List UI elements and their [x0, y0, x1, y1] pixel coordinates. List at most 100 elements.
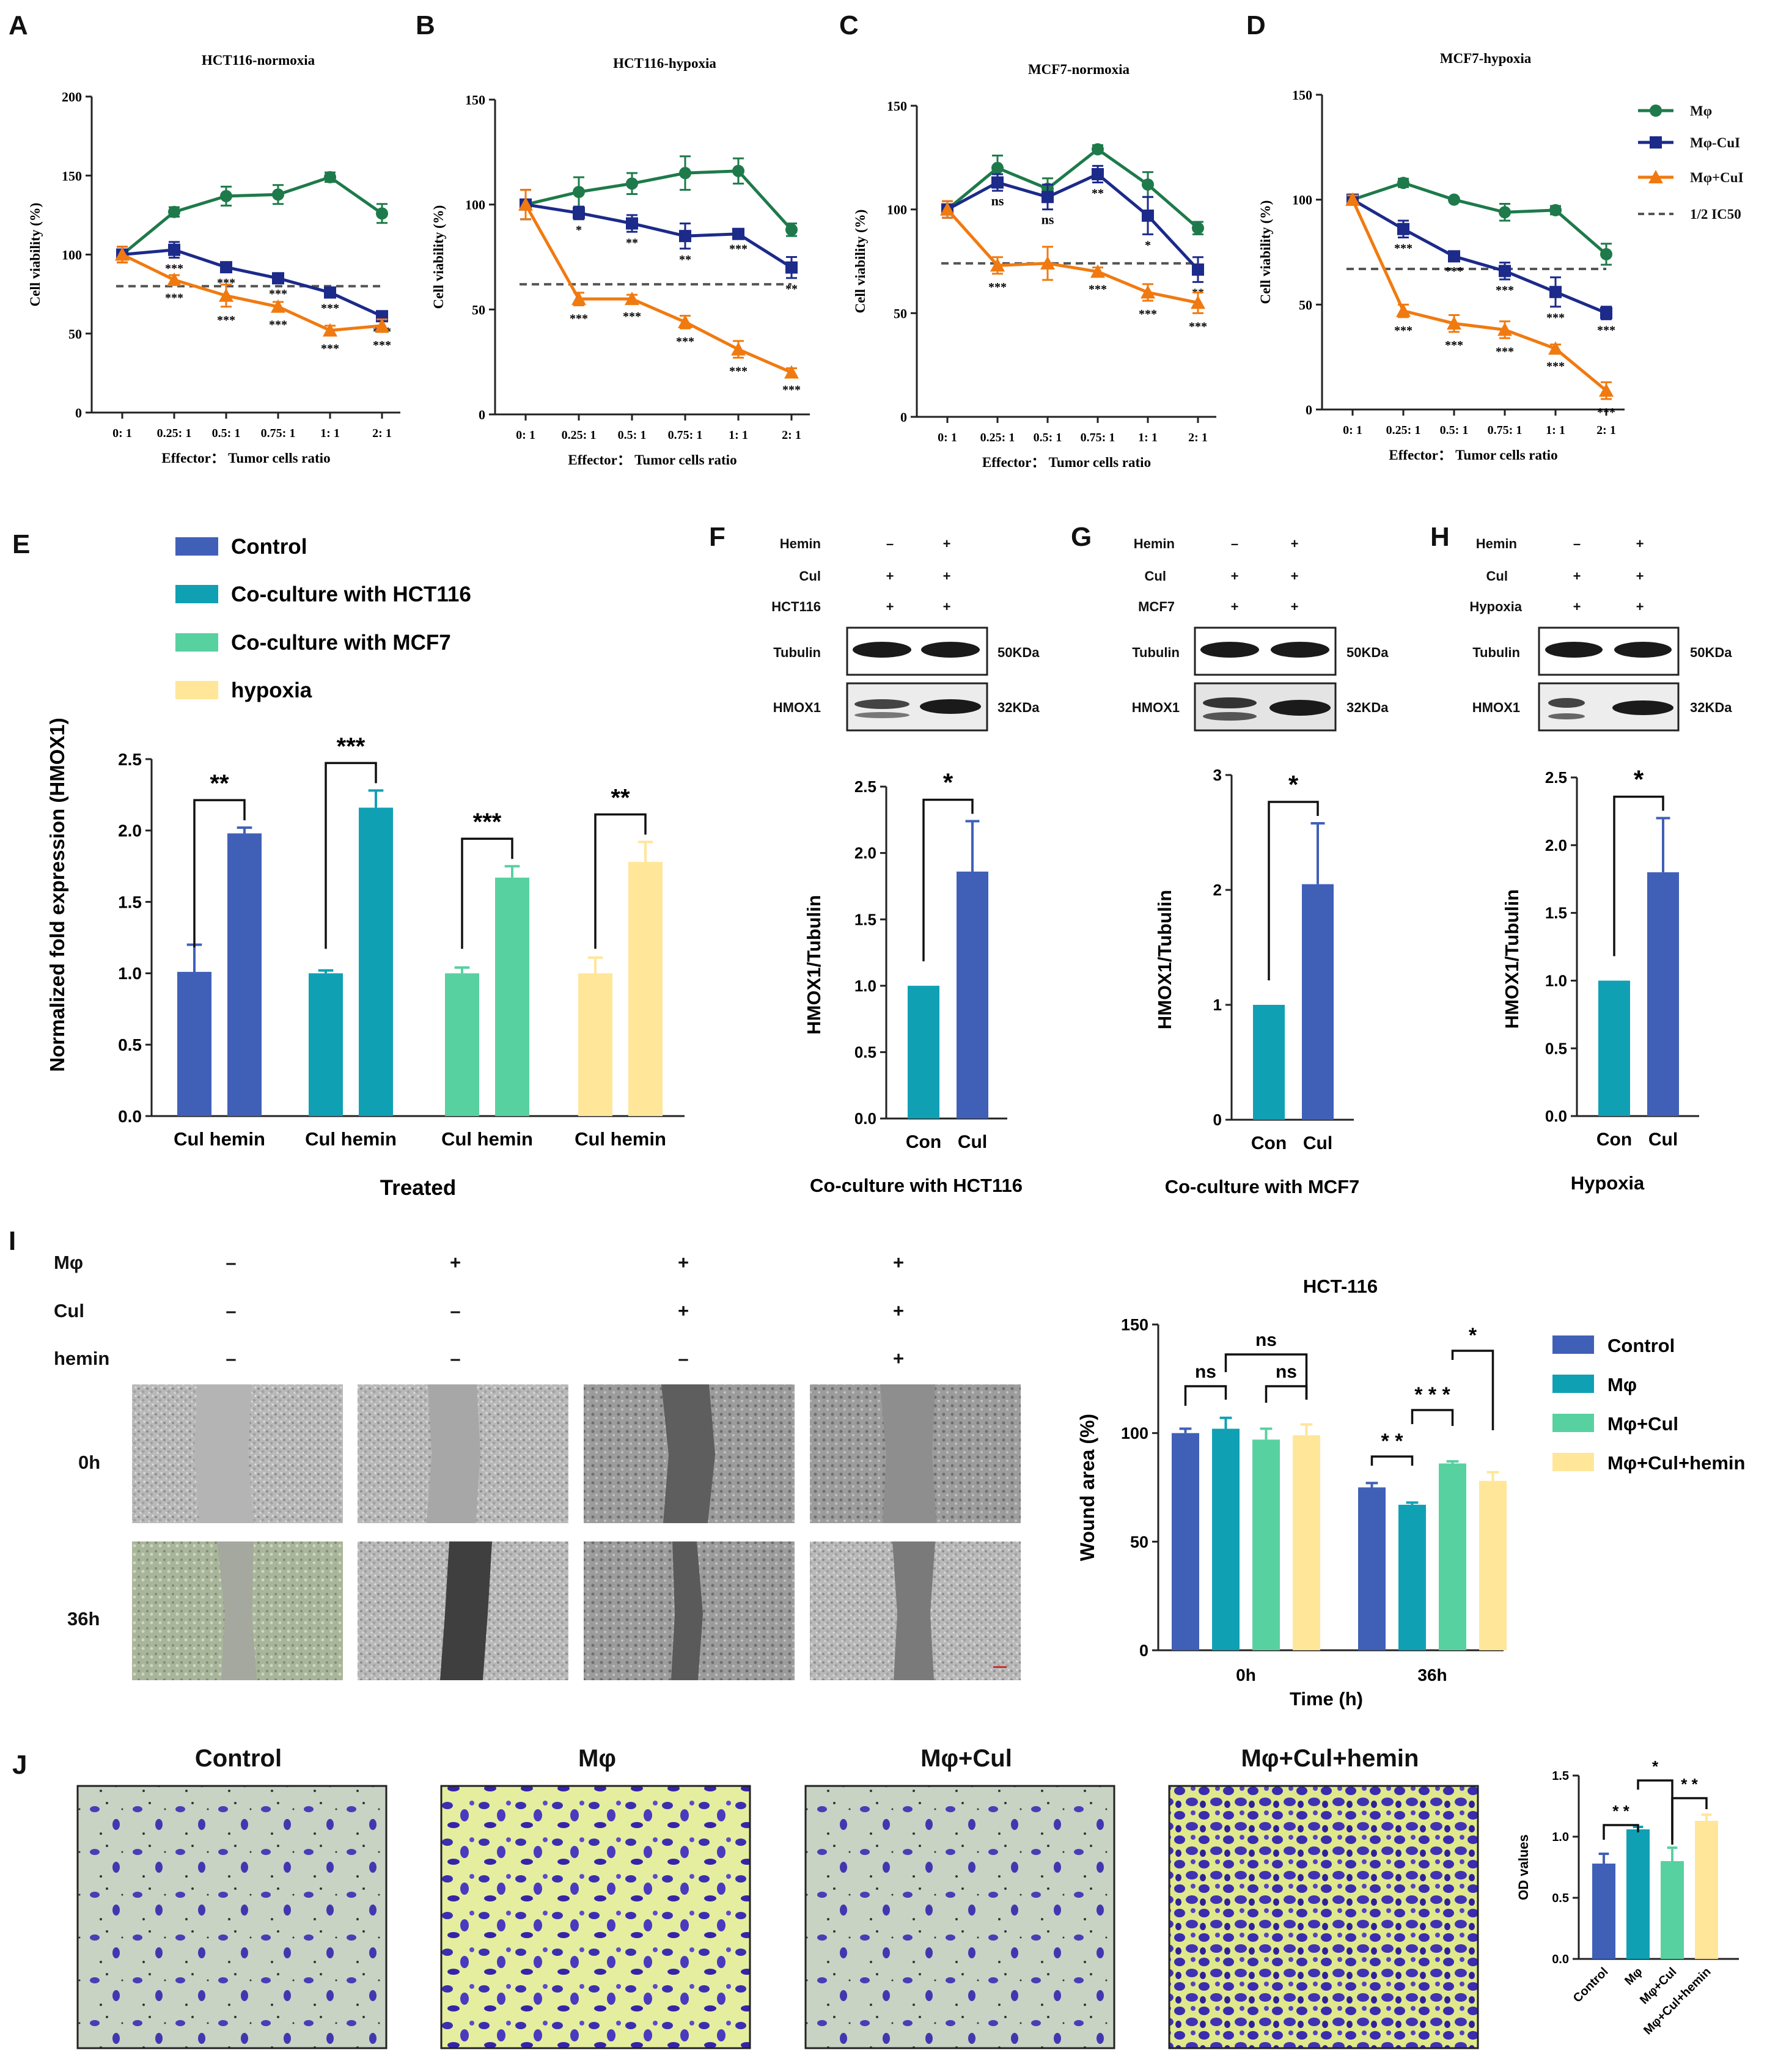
y-tick-label: 1.5 [1545, 904, 1567, 922]
bar [495, 877, 529, 1116]
panel-letter-d: D [1246, 10, 1266, 40]
wound-time-36h: 36h [67, 1608, 100, 1629]
significance-label: * * [1612, 1802, 1629, 1820]
data-point [571, 292, 586, 306]
x-tick-label: 0.75: 1 [1488, 424, 1523, 437]
y-tick-label: 50 [1299, 297, 1312, 312]
legend-label: Control [1607, 1335, 1675, 1356]
bar [578, 973, 612, 1116]
wound-row-2-col-0: – [226, 1348, 236, 1369]
data-point [1191, 295, 1205, 309]
wound-image-0h-mphi-cul-hemin [810, 1384, 1021, 1523]
y-tick-label: 0 [75, 405, 82, 421]
wound-row-1-label: Cul [54, 1300, 84, 1321]
data-point [1345, 192, 1360, 206]
x-tick-label: 0.25: 1 [980, 431, 1015, 444]
bar [1598, 980, 1630, 1116]
data-point [626, 217, 638, 230]
panel-letter-b: B [416, 10, 435, 40]
y-tick-label: 150 [62, 168, 82, 183]
bar [1253, 1005, 1285, 1120]
data-point [991, 176, 1004, 189]
legend-label: hypoxia [231, 678, 312, 702]
chart-d: 0 50 100 150 0: 1 0.25: 1 0.5: 1 0.75: 1 1: 1 2: … [1258, 51, 1625, 463]
x-tick-label: 1: 1 [320, 427, 340, 440]
legend-label-mphi-cui: Mφ-CuI [1690, 135, 1740, 150]
wound-image-36h-mphi [358, 1541, 568, 1680]
significance-label: *** [782, 383, 801, 397]
data-point [375, 318, 389, 332]
significance-bracket [325, 762, 377, 949]
significance-label: *** [473, 809, 502, 836]
data-point [990, 258, 1005, 272]
bar [1358, 1487, 1386, 1650]
bar [1212, 1428, 1240, 1650]
data-point [272, 272, 284, 285]
chart-e: 0.0 0.5 1.0 1.5 2.0 2.5 Normalized fold expres… [46, 535, 685, 1200]
blot-g-row-2-label: MCF7 [1138, 599, 1175, 614]
data-point [1092, 167, 1104, 180]
legend-e: Control Co-culture with HCT116 Co-culture … [175, 535, 471, 702]
significance-label: * [576, 224, 582, 237]
x-tick-label: 2: 1 [1596, 424, 1616, 437]
x-tick-label: 1: 1 [1546, 424, 1565, 437]
y-tick-label: 3 [1213, 766, 1222, 784]
data-point [1497, 322, 1512, 336]
significance-label: * [1469, 1324, 1477, 1347]
significance-bracket [922, 798, 974, 961]
panel-letter-a: A [9, 10, 28, 40]
series-line-mphi-plus-cui [946, 208, 1199, 304]
y-tick-label: 100 [465, 197, 485, 213]
wound-image-0h-mphi [358, 1384, 568, 1523]
data-point [1092, 143, 1104, 156]
x-axis-title: Treated [380, 1176, 457, 1200]
transwell-image-mphi [440, 1785, 751, 2049]
y-tick-label: 1.0 [1552, 1831, 1569, 1844]
y-tick-label: 1.0 [1545, 972, 1567, 990]
x-tick-label: 1: 1 [1138, 431, 1158, 444]
series-mphi-cui: ********** [520, 189, 798, 296]
legend-label: Mφ+Cul [1607, 1413, 1678, 1435]
significance-label: *** [1597, 323, 1615, 337]
blot-f: Hemin – + Cul + + HCT116 + + Tubulin HMO… [771, 536, 1040, 732]
blot-g-row-1-a: + [1231, 568, 1239, 584]
significance-label: * [943, 768, 953, 796]
significance-bracket [1224, 1353, 1308, 1400]
transwell-title-control: Control [195, 1745, 282, 1772]
wound-row-2-col-1: – [450, 1348, 460, 1369]
data-point [1142, 209, 1154, 222]
data-point [324, 286, 336, 299]
y-tick-label: 150 [1292, 87, 1312, 103]
y-tick-label: 0.0 [854, 1109, 876, 1128]
series-mphi-plus-cui: *** *** *** *** *** [115, 246, 391, 355]
blot-f-row-0-label: Hemin [780, 536, 821, 551]
data-point [272, 188, 284, 201]
blot-g-row-0-b: + [1291, 536, 1299, 551]
blot-f-band-0-size: 50KDa [997, 645, 1040, 660]
y-tick-label: 0.5 [1545, 1039, 1567, 1057]
chart-title-a: HCT116-normoxia [202, 53, 315, 68]
y-tick-label: 0 [900, 410, 907, 425]
blot-f-band-0-name: Tubulin [773, 645, 821, 660]
y-tick-label: 50 [1130, 1533, 1148, 1551]
significance-label: *** [1189, 320, 1207, 333]
series-line-mphi [1352, 181, 1607, 255]
y-tick-label: 2.0 [854, 844, 876, 862]
legend-swatch [1552, 1414, 1594, 1432]
x-tick-label: Con [906, 1132, 941, 1152]
x-tick-label: Con [1596, 1130, 1632, 1150]
legend-i: Control Mφ Mφ+Cul Mφ+Cul+hemin [1552, 1335, 1745, 1474]
wound-image-36h-control [132, 1541, 343, 1680]
transwell-title-mphi: Mφ [578, 1745, 616, 1772]
chart-title-b: HCT116-hypoxia [613, 56, 716, 71]
significance-label: *** [1445, 265, 1463, 278]
bar [1647, 872, 1679, 1116]
significance-label: *** [269, 318, 287, 332]
bar [908, 985, 939, 1119]
significance-label: ** [679, 253, 691, 266]
blot-f-band-1-name: HMOX1 [773, 700, 821, 715]
y-tick-label: 1.0 [854, 977, 876, 995]
blot-f-row-0-b: + [943, 536, 951, 551]
significance-label: *** [321, 342, 339, 355]
